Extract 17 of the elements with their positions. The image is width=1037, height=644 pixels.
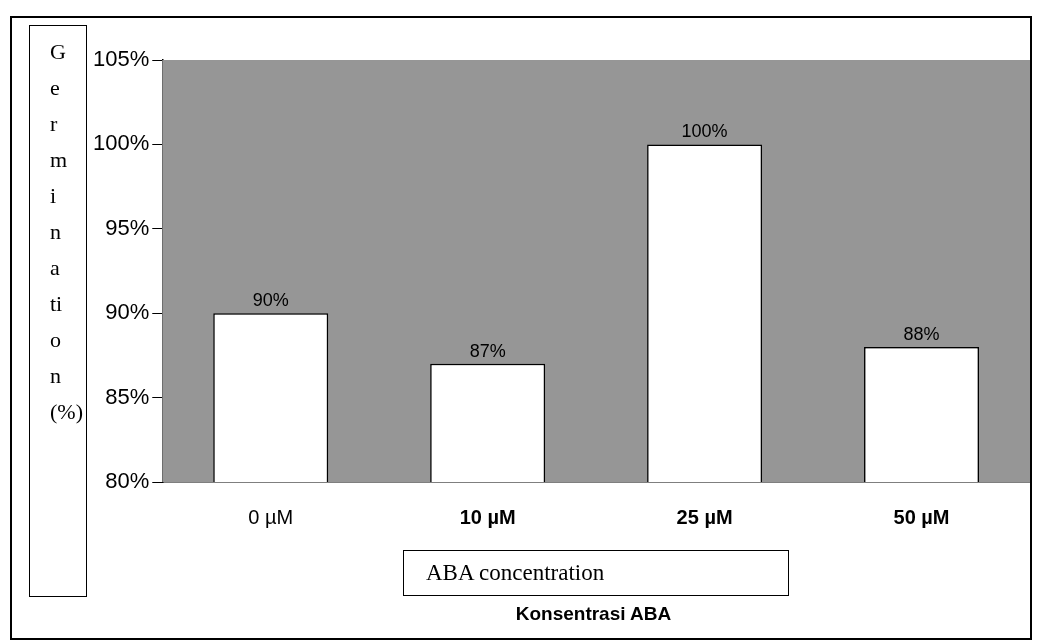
y-tick-label: 85% [105, 383, 150, 409]
y-tick-label: 80% [105, 468, 150, 494]
text: Konsentrasi ABA [514, 603, 673, 625]
x-tick-label: 10 µM [459, 505, 516, 528]
data-label: 88% [903, 323, 940, 344]
y-tick-label: 95% [105, 214, 150, 240]
data-label: 100% [681, 121, 728, 142]
y-tick-label: 90% [105, 299, 150, 325]
x-tick-label: 0 µM [248, 505, 294, 528]
text: Germination (%) [50, 39, 83, 424]
x-tick-label: 25 µM [676, 505, 733, 528]
y-tick-label: 105% [92, 46, 150, 72]
data-label: 90% [252, 290, 289, 311]
y-tick-label: 100% [92, 130, 150, 156]
x-tick-label: 50 µM [893, 505, 950, 528]
x-axis-title: ABA concentration [403, 550, 789, 596]
data-label: 87% [469, 340, 506, 361]
